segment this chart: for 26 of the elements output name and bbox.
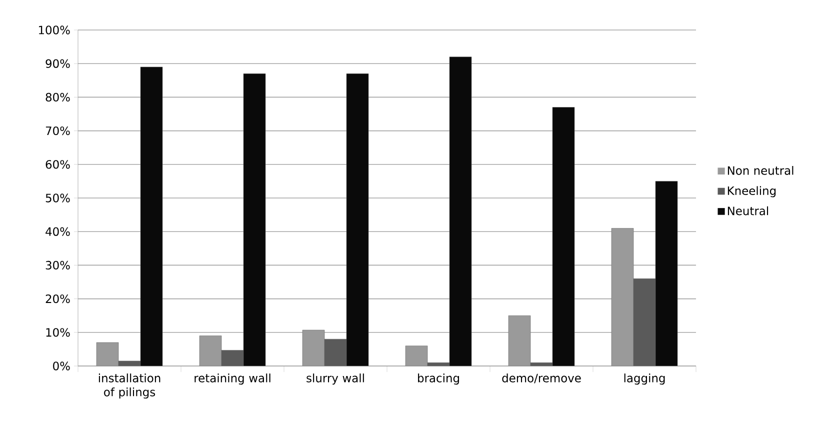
y-tick-label: 60% (46, 160, 70, 169)
x-tick-label: bracing (418, 374, 459, 385)
y-tick-label: 10% (46, 328, 70, 337)
bar (655, 181, 678, 366)
legend-label: Kneeling (728, 186, 776, 198)
bar (552, 107, 575, 366)
legend-label: Neutral (728, 206, 768, 216)
y-tick-label: 70% (46, 126, 70, 136)
y-tick-label: 80% (46, 92, 70, 102)
y-tick-label: 100% (38, 26, 70, 34)
bar (140, 66, 163, 366)
bar (346, 74, 369, 366)
x-tick-label: lagging (624, 374, 665, 385)
x-tick-label: installation of pilings (98, 374, 160, 399)
bar (449, 56, 472, 366)
y-tick-label: 0% (53, 362, 70, 370)
legend-label: Non neutral (728, 166, 794, 175)
x-tick-label: retaining wall (194, 374, 270, 385)
y-tick-label: 90% (46, 59, 70, 68)
x-tick-label: demo/remove (502, 374, 581, 384)
y-tick-label: 30% (46, 260, 70, 270)
y-tick-label: 40% (46, 227, 70, 236)
y-tick-label: 20% (46, 294, 70, 304)
y-tick-label: 50% (46, 194, 70, 202)
x-tick-label: slurry wall (306, 374, 364, 385)
bar (243, 74, 266, 366)
